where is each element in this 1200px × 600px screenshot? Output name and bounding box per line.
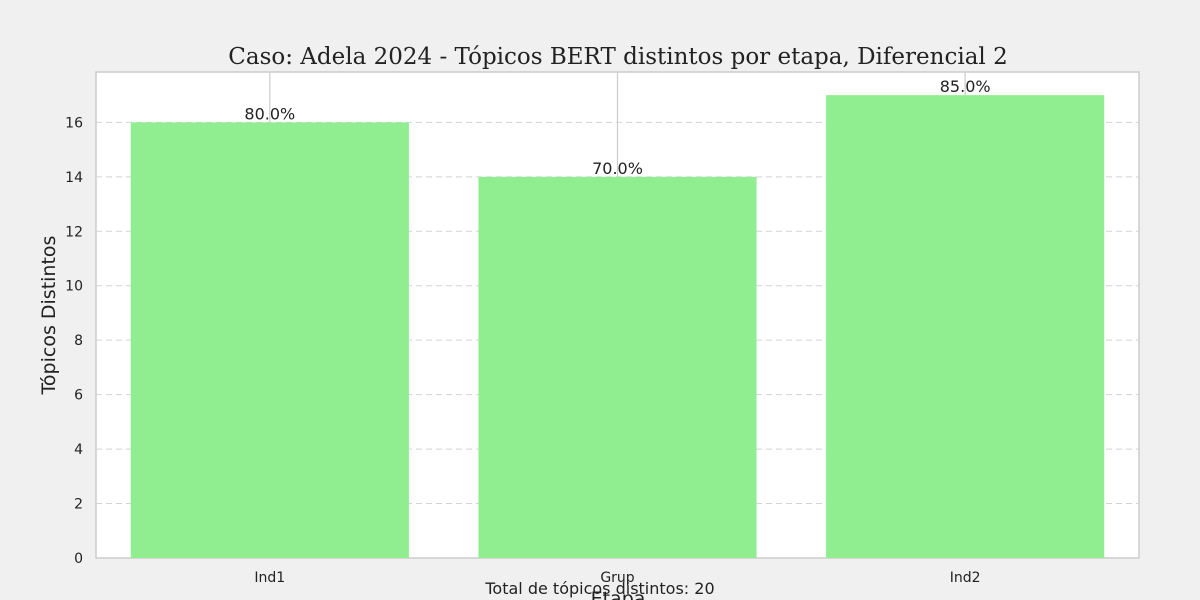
- x-tick-label: Ind1: [254, 570, 285, 586]
- y-tick-label: 12: [65, 224, 83, 240]
- y-tick-label: 14: [65, 170, 83, 186]
- bars-group: [130, 95, 1105, 559]
- y-tick-labels: 0 2 4 6 8 10 12 14 16: [65, 115, 83, 567]
- bar-grup: [478, 176, 757, 558]
- y-tick-label: 8: [74, 333, 83, 349]
- y-tick-label: 2: [74, 497, 83, 513]
- y-tick-label: 4: [74, 442, 83, 458]
- bar-data-label: 70.0%: [592, 159, 643, 178]
- y-axis-title: Tópicos Distintos: [38, 236, 60, 396]
- y-tick-label: 6: [74, 388, 83, 404]
- y-tick-label: 10: [65, 279, 83, 295]
- x-axis-title: Etapa: [591, 588, 646, 600]
- bar-ind1: [130, 122, 409, 558]
- bar-labels-group: 80.0% 70.0% 85.0%: [244, 77, 990, 178]
- bar-ind2: [826, 95, 1105, 559]
- total-topics-note: Total de tópicos distintos: 20: [484, 579, 714, 598]
- y-tick-label: 0: [74, 551, 83, 567]
- x-tick-label: Ind2: [950, 570, 981, 586]
- x-tick-label: Grup: [600, 570, 634, 586]
- x-tick-labels: Ind1 Grup Ind2: [254, 570, 980, 586]
- chart-title: Caso: Adela 2024 - Tópicos BERT distinto…: [228, 44, 1007, 70]
- bar-data-label: 80.0%: [244, 104, 295, 123]
- y-tick-label: 16: [65, 115, 83, 131]
- bar-data-label: 85.0%: [940, 77, 991, 96]
